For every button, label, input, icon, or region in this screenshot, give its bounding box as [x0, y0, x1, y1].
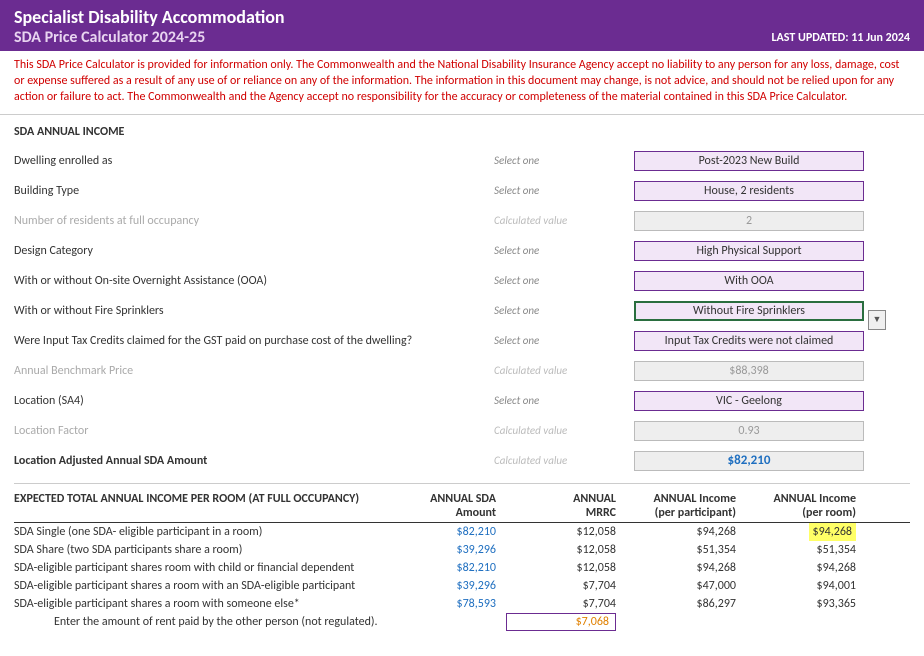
locfactor-label: Location Factor [14, 424, 494, 438]
row-perroom: $51,354 [744, 541, 864, 559]
section-annual-income: SDA ANNUAL INCOME Dwelling enrolled as S… [0, 115, 924, 484]
location-select[interactable]: VIC - Geelong [634, 391, 864, 411]
table-title: EXPECTED TOTAL ANNUAL INCOME PER ROOM (A… [14, 492, 384, 520]
row-label: SDA-eligible participant shares a room w… [14, 595, 384, 613]
row-mrrc: $7,704 [504, 577, 624, 595]
row-location: Location (SA4) Select one VIC - Geelong [14, 389, 910, 413]
row-ooa: With or without On-site Overnight Assist… [14, 269, 910, 293]
income-table: EXPECTED TOTAL ANNUAL INCOME PER ROOM (A… [0, 492, 924, 641]
header-title-1: Specialist Disability Accommodation [14, 6, 910, 28]
row-mrrc: $12,058 [504, 559, 624, 577]
row-perpart: $47,000 [624, 577, 744, 595]
hint-select: Select one [494, 394, 634, 407]
section-title: SDA ANNUAL INCOME [14, 125, 910, 139]
updated-date: 11 Jun 2024 [851, 31, 910, 45]
table-row: SDA-eligible participant shares room wit… [14, 559, 910, 577]
chevron-down-icon[interactable]: ▼ [868, 310, 886, 330]
row-mrrc: $12,058 [504, 523, 624, 541]
benchmark-label: Annual Benchmark Price [14, 364, 494, 378]
row-mrrc: $7,704 [504, 595, 624, 613]
col-sda: ANNUAL SDA Amount [384, 492, 504, 520]
benchmark-value: $88,398 [634, 361, 864, 381]
updated-label: LAST UPDATED: [771, 31, 848, 45]
hint-calc: Calculated value [494, 454, 634, 467]
rent-input[interactable]: $7,068 [506, 613, 616, 631]
hint-calc: Calculated value [494, 424, 634, 437]
row-sda: $78,593 [384, 595, 504, 613]
hint-select: Select one [494, 184, 634, 197]
rent-label: Enter the amount of rent paid by the oth… [14, 613, 384, 631]
row-label: SDA-eligible participant shares a room w… [14, 577, 384, 595]
building-select[interactable]: House, 2 residents [634, 181, 864, 201]
tax-select[interactable]: Input Tax Credits were not claimed [634, 331, 864, 351]
rent-cell: $7,068 [504, 613, 624, 631]
row-tax: Were Input Tax Credits claimed for the G… [14, 329, 910, 353]
residents-label: Number of residents at full occupancy [14, 214, 494, 228]
design-label: Design Category [14, 244, 494, 258]
ooa-select[interactable]: With OOA [634, 271, 864, 291]
row-label: SDA Single (one SDA- eligible participan… [14, 523, 384, 541]
hint-calc: Calculated value [494, 214, 634, 227]
table-row: SDA Single (one SDA- eligible participan… [14, 523, 910, 541]
col-mrrc: ANNUAL MRRC [504, 492, 624, 520]
hint-select: Select one [494, 334, 634, 347]
row-label: SDA-eligible participant shares room wit… [14, 559, 384, 577]
row-perpart: $94,268 [624, 559, 744, 577]
col-per-participant: ANNUAL Income (per participant) [624, 492, 744, 520]
table-row: SDA-eligible participant shares a room w… [14, 595, 910, 613]
row-perpart: $86,297 [624, 595, 744, 613]
row-sda: $82,210 [384, 523, 504, 541]
table-row: SDA Share (two SDA participants share a … [14, 541, 910, 559]
row-perroom: $94,268 [744, 559, 864, 577]
hint-select: Select one [494, 274, 634, 287]
row-perpart: $51,354 [624, 541, 744, 559]
divider [14, 483, 910, 484]
row-dwelling: Dwelling enrolled as Select one Post-202… [14, 149, 910, 173]
adjusted-value: $82,210 [634, 451, 864, 471]
rent-input-row: Enter the amount of rent paid by the oth… [14, 613, 910, 631]
location-label: Location (SA4) [14, 394, 494, 408]
last-updated: LAST UPDATED: 11 Jun 2024 [771, 31, 910, 45]
fire-select[interactable]: Without Fire Sprinklers [634, 301, 864, 321]
row-sda: $39,296 [384, 577, 504, 595]
design-select[interactable]: High Physical Support [634, 241, 864, 261]
row-adjusted: Location Adjusted Annual SDA Amount Calc… [14, 449, 910, 473]
ooa-label: With or without On-site Overnight Assist… [14, 274, 494, 288]
dwelling-label: Dwelling enrolled as [14, 154, 494, 168]
adjusted-label: Location Adjusted Annual SDA Amount [14, 454, 494, 468]
row-perroom: $94,268 [744, 523, 864, 541]
disclaimer-text: This SDA Price Calculator is provided fo… [0, 51, 924, 115]
row-perpart: $94,268 [624, 523, 744, 541]
row-label: SDA Share (two SDA participants share a … [14, 541, 384, 559]
table-row: SDA-eligible participant shares a room w… [14, 577, 910, 595]
row-sda: $82,210 [384, 559, 504, 577]
fire-label: With or without Fire Sprinklers [14, 304, 494, 318]
row-locfactor: Location Factor Calculated value 0.93 [14, 419, 910, 443]
row-benchmark: Annual Benchmark Price Calculated value … [14, 359, 910, 383]
hint-select: Select one [494, 304, 634, 317]
row-mrrc: $12,058 [504, 541, 624, 559]
row-residents: Number of residents at full occupancy Ca… [14, 209, 910, 233]
col-per-room: ANNUAL Income (per room) [744, 492, 864, 520]
tax-label: Were Input Tax Credits claimed for the G… [14, 334, 494, 348]
row-design: Design Category Select one High Physical… [14, 239, 910, 263]
hint-select: Select one [494, 244, 634, 257]
building-label: Building Type [14, 184, 494, 198]
row-building: Building Type Select one House, 2 reside… [14, 179, 910, 203]
hint-select: Select one [494, 154, 634, 167]
row-sda: $39,296 [384, 541, 504, 559]
highlighted-value: $94,268 [809, 523, 857, 541]
residents-value: 2 [634, 211, 864, 231]
row-perroom: $94,001 [744, 577, 864, 595]
dwelling-select[interactable]: Post-2023 New Build [634, 151, 864, 171]
table-header-row: EXPECTED TOTAL ANNUAL INCOME PER ROOM (A… [14, 492, 910, 523]
app-header: Specialist Disability Accommodation SDA … [0, 0, 924, 51]
row-fire: With or without Fire Sprinklers Select o… [14, 299, 910, 323]
hint-calc: Calculated value [494, 364, 634, 377]
locfactor-value: 0.93 [634, 421, 864, 441]
row-perroom: $93,365 [744, 595, 864, 613]
